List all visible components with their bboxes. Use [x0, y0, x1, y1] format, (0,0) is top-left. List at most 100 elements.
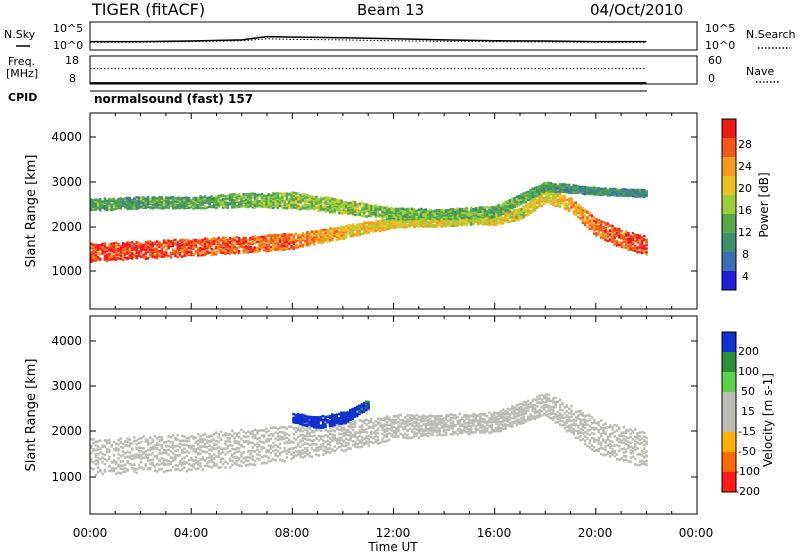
- heat-cell-1: [194, 201, 198, 204]
- heat-cell-0: [194, 243, 198, 247]
- heat-cell-1: [304, 203, 307, 206]
- heat-cell-1: [442, 214, 446, 217]
- heat-cell-0: [517, 212, 521, 215]
- heat-cell-1: [192, 196, 195, 200]
- heat-cell-1: [543, 182, 546, 185]
- heat-cell-0: [226, 243, 229, 246]
- heat-cell-0: [235, 236, 239, 239]
- heat-cell-0: [590, 225, 594, 229]
- heat-cell-1: [433, 209, 437, 213]
- heat-cell-1: [388, 217, 391, 220]
- heat-cell-1: [344, 200, 348, 204]
- heat-cell-0: [447, 223, 450, 227]
- heat-cell-0: [265, 249, 268, 253]
- heat-cell-0: [579, 205, 582, 209]
- heat-cell-0: [233, 456, 236, 459]
- heat-cell-1: [424, 213, 427, 216]
- heat-cell-0: [376, 439, 380, 442]
- heat-cell-0: [272, 449, 275, 453]
- heat-cell-1: [112, 199, 116, 203]
- heat-cell-1: [470, 208, 473, 212]
- heat-cell-1: [590, 189, 594, 192]
- heat-cell-1: [411, 207, 414, 211]
- heat-cell-1: [356, 203, 359, 206]
- heat-cell-0: [404, 436, 407, 439]
- heat-cell-1: [297, 204, 300, 208]
- heat-cell-1: [522, 194, 525, 197]
- heat-cell-0: [292, 451, 295, 454]
- heat-cell-0: [324, 449, 327, 452]
- heat-cell-0: [283, 236, 286, 240]
- heat-cell-1: [413, 213, 416, 216]
- heat-cell-1: [497, 208, 500, 212]
- heat-cell-0: [376, 442, 380, 445]
- heat-cell-0: [306, 434, 309, 438]
- heat-cell-0: [536, 201, 539, 205]
- heat-cell-0: [197, 249, 200, 252]
- heat-cell-0: [249, 242, 252, 246]
- heat-cell-0: [199, 452, 202, 456]
- heat-cell-0: [629, 244, 632, 247]
- heat-cell-0: [117, 471, 120, 474]
- heat-cell-1: [222, 206, 225, 209]
- heat-cell-0: [251, 449, 254, 453]
- heat-cell-1: [351, 202, 355, 206]
- heat-cell-0: [372, 441, 375, 445]
- heat-cell-0: [406, 436, 409, 440]
- heat-cell-1: [363, 203, 366, 206]
- heat-cell-0: [167, 444, 170, 448]
- heat-cell-1: [233, 193, 236, 196]
- heat-cell-1: [374, 213, 377, 216]
- heat-cell-1: [497, 213, 500, 217]
- heat-cell-0: [108, 247, 111, 250]
- heat-cell-0: [278, 243, 282, 247]
- heat-cell-0: [597, 218, 600, 222]
- heat-cell-0: [365, 436, 368, 440]
- heat-cell-0: [90, 444, 93, 448]
- heat-cell-0: [274, 454, 277, 457]
- heat-cell-0: [404, 226, 407, 229]
- power-colorbar-cell: [722, 233, 736, 252]
- heat-cell-0: [415, 413, 418, 417]
- heat-cell-1: [558, 183, 562, 186]
- heat-cell-1: [577, 188, 580, 192]
- heat-cell-1: [281, 192, 284, 196]
- heat-cell-0: [110, 467, 113, 470]
- heat-cell-0: [171, 459, 175, 463]
- heat-cell-0: [253, 248, 257, 251]
- heat-cell-1: [313, 200, 316, 204]
- heat-cell-0: [197, 246, 200, 250]
- heat-cell-0: [135, 251, 138, 255]
- heat-cell-0: [249, 238, 252, 241]
- heat-cell-1: [156, 201, 159, 205]
- heat-cell-0: [108, 469, 111, 472]
- heat-cell-1: [119, 197, 122, 200]
- heat-cell-1: [477, 206, 480, 210]
- heat-cell-0: [429, 420, 432, 423]
- heat-cell-0: [185, 240, 188, 244]
- heat-cell-1: [217, 198, 220, 201]
- heat-cell-0: [599, 233, 603, 236]
- heat-cell-0: [365, 441, 368, 445]
- heat-cell-0: [146, 467, 150, 470]
- heat-cell-0: [247, 251, 250, 254]
- heat-cell-0: [253, 242, 257, 245]
- heat-cell-1: [203, 195, 207, 198]
- heat-cell-0: [226, 250, 229, 253]
- heat-cell-0: [176, 468, 179, 471]
- heat-cell-1: [636, 193, 639, 197]
- heat-cell-1: [335, 198, 339, 201]
- heat-cell-0: [169, 462, 173, 466]
- heat-cell-0: [187, 444, 191, 448]
- heat-cell-0: [242, 457, 245, 460]
- heat-cell-0: [376, 421, 380, 424]
- heat-cell-0: [372, 227, 375, 231]
- heat-cell-0: [149, 442, 152, 445]
- heat-cell-0: [581, 206, 585, 210]
- heat-cell-0: [615, 244, 619, 247]
- heat-cell-0: [178, 239, 182, 242]
- heat-cell-0: [570, 199, 573, 203]
- heat-cell-1: [272, 193, 275, 197]
- heat-cell-0: [356, 431, 359, 435]
